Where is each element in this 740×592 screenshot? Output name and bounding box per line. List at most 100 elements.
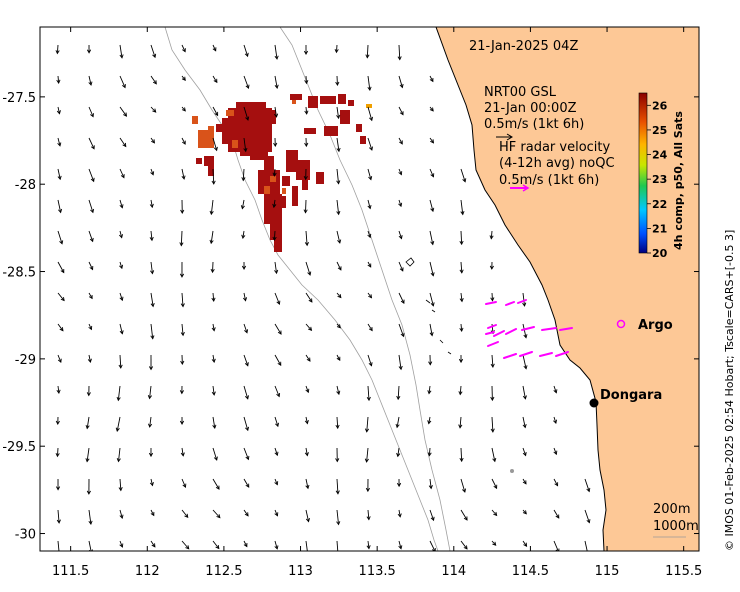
x-tick-label: 115.5 — [665, 564, 702, 579]
current-arrow — [57, 354, 62, 363]
current-arrowhead — [118, 364, 123, 369]
current-arrow — [243, 478, 250, 488]
current-arrow — [336, 509, 340, 525]
current-arrowhead — [55, 420, 60, 426]
current-arrowhead — [272, 203, 277, 209]
current-arrow — [150, 199, 153, 208]
current-arrowhead — [215, 485, 220, 490]
current-arrowhead — [179, 420, 185, 425]
current-arrowhead — [366, 545, 371, 550]
current-arrowhead — [458, 424, 463, 429]
gsl-legend-line3: 0.5m/s (1kt 6h) — [484, 117, 584, 132]
current-arrow — [398, 261, 404, 272]
gsl-legend-arrowhead — [506, 133, 513, 141]
current-arrowhead — [152, 53, 157, 59]
current-arrowhead — [150, 335, 155, 340]
current-arrowhead — [180, 209, 185, 214]
current-arrowhead — [368, 362, 373, 367]
credit-line: © IMOS 01-Feb-2025 02:54 Hobart; Tscale=… — [723, 230, 736, 551]
current-arrow — [429, 292, 434, 306]
current-arrow — [57, 323, 64, 331]
current-arrow — [241, 199, 245, 209]
current-arrowhead — [56, 110, 61, 115]
colorbar-ticks: 20 21 22 23 24 25 26 — [647, 99, 668, 260]
current-arrowhead — [182, 140, 186, 145]
current-arrow — [396, 416, 400, 428]
current-arrowhead — [398, 202, 403, 208]
sst-pixel — [292, 186, 298, 206]
current-arrow — [242, 230, 245, 239]
current-arrow — [429, 323, 433, 336]
current-arrowhead — [123, 112, 128, 117]
current-arrow — [274, 44, 278, 60]
current-arrowhead — [522, 302, 527, 307]
dongara-marker[interactable] — [589, 398, 599, 408]
current-arrow — [460, 478, 466, 493]
current-arrowhead — [274, 512, 279, 517]
current-arrowhead — [122, 142, 127, 148]
current-arrowhead — [396, 395, 401, 401]
current-arrowhead — [367, 86, 372, 92]
current-arrow — [86, 416, 90, 429]
dongara-label: Dongara — [600, 388, 662, 403]
hf-radar-vector — [519, 351, 533, 357]
current-arrowhead — [245, 483, 250, 488]
sst-pixel — [208, 126, 214, 132]
current-arrowhead — [493, 484, 498, 490]
current-arrow — [88, 230, 94, 242]
current-arrowhead — [490, 297, 495, 302]
sst-pixel — [270, 176, 276, 182]
current-arrow — [459, 416, 462, 428]
current-arrowhead — [149, 203, 154, 209]
current-arrow — [57, 75, 60, 84]
current-arrow — [181, 323, 184, 336]
current-arrowhead — [367, 263, 372, 268]
current-arrow — [88, 168, 95, 182]
current-arrowhead — [244, 395, 249, 400]
current-arrow — [88, 106, 94, 117]
current-arrow — [243, 75, 249, 89]
argo-label: Argo — [638, 318, 673, 333]
current-arrowhead — [277, 361, 282, 367]
current-arrow — [553, 447, 557, 455]
current-arrow — [367, 199, 371, 209]
current-arrow — [305, 354, 311, 362]
contour-1000m — [164, 27, 439, 551]
hf-legend-line3: 0.5m/s (1kt 6h) — [499, 173, 599, 188]
current-arrowhead — [241, 265, 247, 270]
current-arrowhead — [57, 175, 62, 181]
current-arrowhead — [553, 389, 558, 394]
current-arrow — [367, 323, 373, 331]
current-arrow — [460, 292, 463, 302]
current-arrow — [212, 478, 220, 490]
current-arrowhead — [149, 236, 154, 242]
current-arrowhead — [427, 452, 432, 457]
current-arrowhead — [59, 327, 64, 332]
current-arrowhead — [119, 514, 124, 520]
current-arrowhead — [366, 516, 371, 521]
current-arrowhead — [274, 481, 279, 486]
current-arrow — [243, 447, 249, 460]
current-arrowhead — [212, 47, 217, 52]
current-arrowhead — [185, 545, 190, 550]
current-arrowhead — [368, 327, 373, 332]
current-arrowhead — [179, 273, 185, 278]
argo-marker[interactable] — [616, 319, 626, 329]
current-arrowhead — [275, 422, 280, 428]
current-arrow — [460, 447, 463, 462]
current-arrow — [150, 540, 156, 548]
current-arrowhead — [180, 303, 185, 308]
current-arrow — [149, 416, 152, 428]
current-arrow — [181, 478, 186, 488]
current-arrow — [119, 106, 127, 117]
current-arrowhead — [367, 233, 372, 239]
current-arrowhead — [119, 296, 124, 302]
y-tick-label: -28 — [15, 178, 36, 193]
sst-pixel — [348, 100, 354, 106]
current-arrow — [212, 323, 215, 331]
current-arrow — [428, 416, 431, 424]
colorbar-tick-label: 25 — [652, 124, 667, 137]
current-arrowhead — [364, 458, 369, 463]
current-arrowhead — [366, 396, 371, 402]
